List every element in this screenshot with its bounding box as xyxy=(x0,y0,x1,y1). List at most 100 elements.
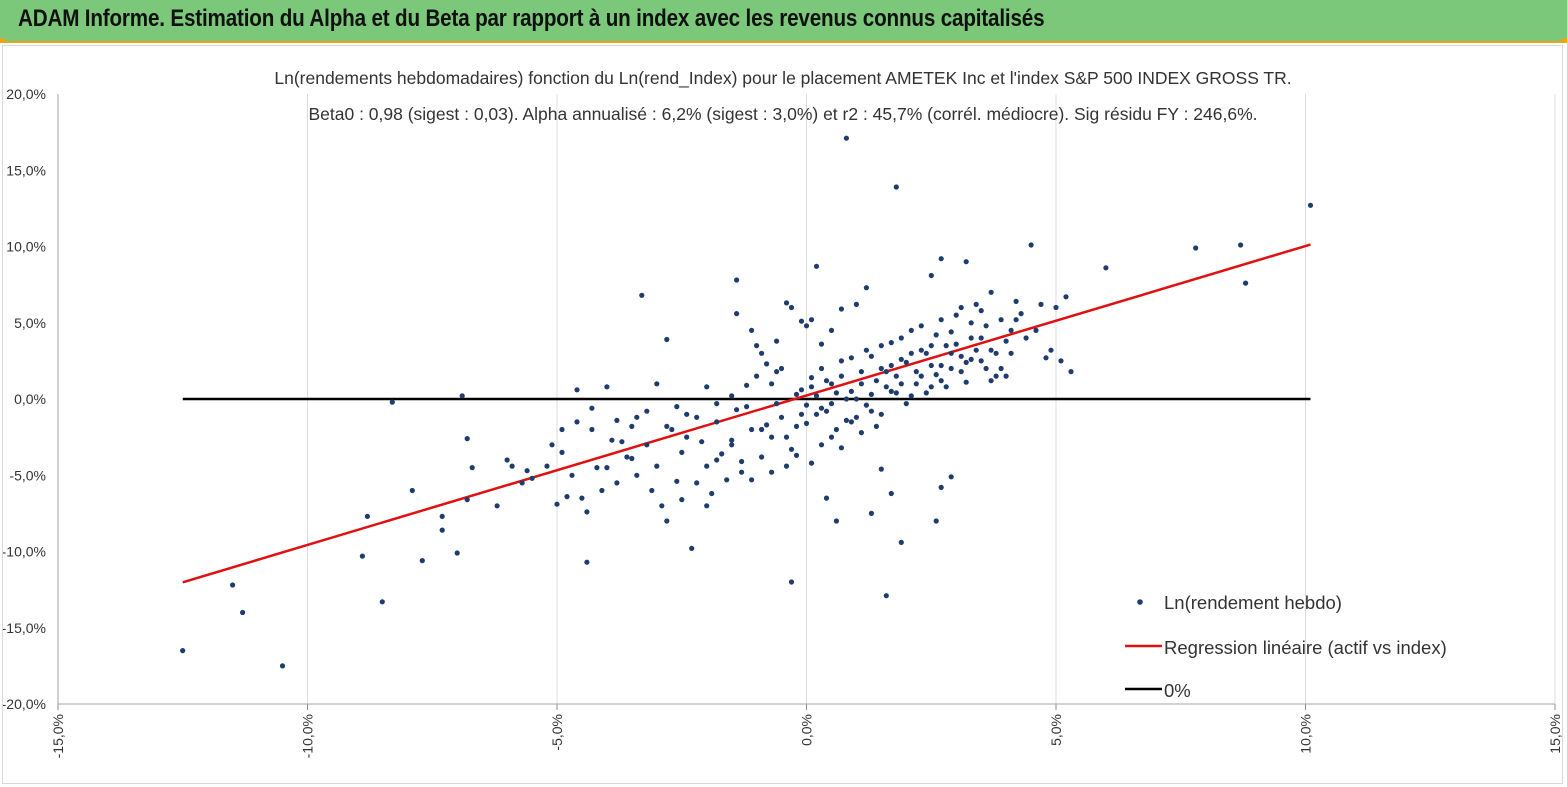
data-point xyxy=(813,411,820,417)
data-point xyxy=(888,490,894,497)
data-point xyxy=(938,317,944,323)
chart-legend: Ln(rendement hebdo) Regression linéaire (… xyxy=(1125,592,1447,701)
data-point xyxy=(828,434,835,440)
chart-title: Ln(rendements hebdomadaires) fonction du… xyxy=(274,68,1291,89)
data-point xyxy=(634,472,640,478)
data-point xyxy=(554,501,560,507)
report-title: ADAM Informe. Estimation du Alpha et du … xyxy=(18,5,1045,32)
data-point xyxy=(439,527,445,533)
data-point xyxy=(679,497,685,503)
data-point xyxy=(659,503,665,509)
data-point xyxy=(978,308,984,314)
chart-tick-labels: -15,0% -10,0% -5,0% 0,0% 5,0% 10,0% 15,0% 20,0%… xyxy=(2,86,1563,758)
data-point xyxy=(783,434,790,440)
x-tick-label: -10,0% xyxy=(300,714,316,758)
data-point xyxy=(594,465,600,471)
data-point xyxy=(953,341,959,347)
data-point xyxy=(903,401,909,407)
data-point xyxy=(883,369,889,375)
data-point xyxy=(793,391,800,397)
x-tick-label: 10,0% xyxy=(1298,714,1314,754)
data-point xyxy=(774,338,780,344)
legend-label-regression: Regression linéaire (actif vs index) xyxy=(1164,637,1447,658)
data-point xyxy=(823,495,830,501)
data-point xyxy=(1013,298,1019,304)
x-tick-label: 5,0% xyxy=(1048,714,1064,746)
data-point xyxy=(938,378,944,384)
data-point xyxy=(744,404,750,410)
data-point xyxy=(913,369,919,375)
data-point xyxy=(1307,202,1314,208)
data-point xyxy=(853,414,860,420)
data-point xyxy=(828,401,835,407)
data-point xyxy=(574,419,580,425)
data-point xyxy=(793,452,800,458)
data-point xyxy=(1008,350,1014,356)
data-point xyxy=(878,343,884,349)
data-point xyxy=(749,477,755,483)
data-point xyxy=(729,437,735,443)
data-point xyxy=(614,480,620,486)
data-point xyxy=(504,457,510,463)
data-point xyxy=(579,495,585,501)
data-point xyxy=(923,350,929,356)
data-point xyxy=(858,369,865,375)
data-point xyxy=(838,373,845,379)
legend-marker-points xyxy=(1137,599,1143,605)
data-point xyxy=(509,463,515,469)
banner-corner-marker xyxy=(0,38,5,43)
data-point xyxy=(454,550,460,556)
data-point xyxy=(898,539,904,545)
data-point xyxy=(669,426,675,433)
data-point xyxy=(983,323,989,329)
data-point xyxy=(828,327,835,333)
data-point xyxy=(818,341,825,347)
data-point xyxy=(629,423,635,429)
data-point xyxy=(898,381,904,387)
data-point xyxy=(464,436,470,442)
data-point xyxy=(863,347,870,353)
data-point xyxy=(1003,338,1009,344)
x-tick-label: 15,0% xyxy=(1547,714,1563,754)
data-point xyxy=(893,390,899,396)
data-point xyxy=(898,335,904,341)
data-point xyxy=(843,135,850,141)
data-point xyxy=(908,350,914,356)
data-point xyxy=(739,458,745,465)
chart-series-lines xyxy=(182,243,1311,584)
data-point xyxy=(734,407,740,413)
data-point xyxy=(279,663,286,669)
data-point xyxy=(564,494,570,500)
data-point xyxy=(798,318,805,324)
data-point xyxy=(759,350,765,356)
data-point xyxy=(878,466,884,472)
data-point xyxy=(973,301,979,307)
data-point xyxy=(774,369,780,375)
data-point xyxy=(1028,242,1034,248)
legend-label-zero: 0% xyxy=(1164,680,1191,701)
data-point xyxy=(719,451,725,457)
y-tick-label: 5,0% xyxy=(14,315,46,331)
data-point xyxy=(749,327,755,333)
data-point xyxy=(739,469,745,475)
data-point xyxy=(379,599,385,605)
data-point xyxy=(604,465,610,471)
data-point xyxy=(888,340,894,346)
data-point xyxy=(1048,347,1054,353)
x-tick-label: 0,0% xyxy=(799,714,815,746)
data-point xyxy=(714,457,720,463)
data-point xyxy=(823,408,830,414)
report-banner: ADAM Informe. Estimation du Alpha et du … xyxy=(0,0,1567,43)
data-point xyxy=(729,442,735,448)
data-point xyxy=(664,336,670,343)
data-point xyxy=(878,411,884,417)
data-point xyxy=(644,408,650,414)
data-point xyxy=(908,393,914,399)
data-point xyxy=(559,449,565,455)
data-point xyxy=(524,468,530,474)
data-point xyxy=(993,373,999,379)
data-point xyxy=(868,353,875,359)
data-point xyxy=(833,390,840,396)
data-point xyxy=(679,449,685,455)
data-point xyxy=(654,381,660,387)
